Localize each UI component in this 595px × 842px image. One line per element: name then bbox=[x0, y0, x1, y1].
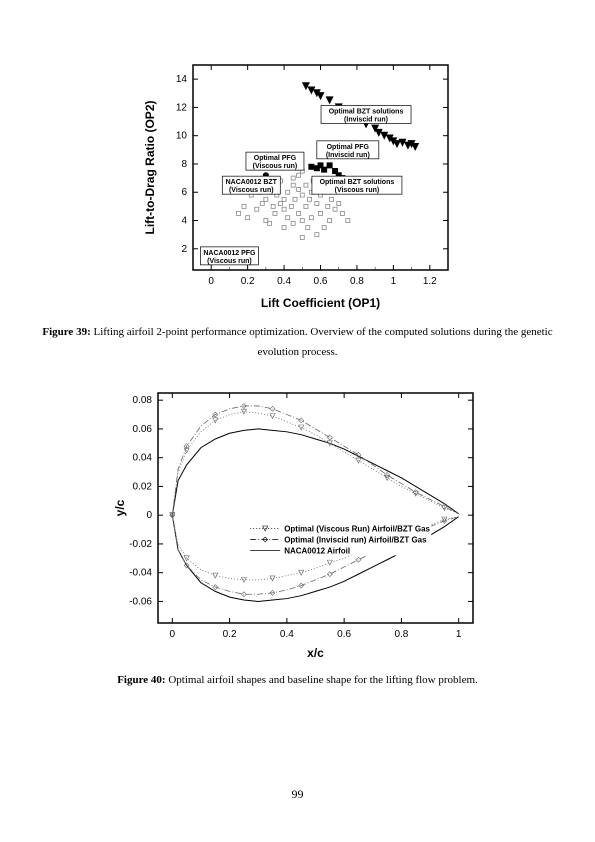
figure-40-caption: Figure 40: Optimal airfoil shapes and ba… bbox=[40, 671, 555, 691]
svg-text:6: 6 bbox=[181, 187, 187, 198]
svg-text:4: 4 bbox=[181, 216, 187, 227]
figure-40-caption-label: Figure 40: bbox=[117, 674, 165, 686]
svg-text:0.6: 0.6 bbox=[337, 629, 351, 640]
page-number: 99 bbox=[0, 787, 595, 802]
svg-text:(Viscous run): (Viscous run) bbox=[252, 163, 297, 170]
svg-text:x/c: x/c bbox=[307, 646, 324, 660]
svg-text:Optimal BZT solutions: Optimal BZT solutions bbox=[328, 108, 403, 115]
svg-text:(Viscous run): (Viscous run) bbox=[228, 187, 273, 194]
svg-text:8: 8 bbox=[181, 159, 187, 170]
figure-40-caption-text: Optimal airfoil shapes and baseline shap… bbox=[168, 674, 477, 686]
svg-text:0.2: 0.2 bbox=[240, 276, 254, 287]
figure-39-caption: Figure 39: Lifting airfoil 2-point perfo… bbox=[40, 323, 555, 363]
svg-text:NACA0012 PFG: NACA0012 PFG bbox=[203, 250, 256, 257]
svg-text:0.6: 0.6 bbox=[313, 276, 327, 287]
svg-text:Lift Coefficient (OP1): Lift Coefficient (OP1) bbox=[260, 296, 379, 310]
svg-text:0: 0 bbox=[169, 629, 175, 640]
svg-text:NACA0012 BZT: NACA0012 BZT bbox=[225, 179, 277, 186]
svg-text:0: 0 bbox=[208, 276, 214, 287]
svg-text:1.2: 1.2 bbox=[422, 276, 436, 287]
svg-text:(Viscous run): (Viscous run) bbox=[207, 258, 252, 265]
svg-text:0.4: 0.4 bbox=[279, 629, 293, 640]
svg-text:0.04: 0.04 bbox=[132, 452, 152, 463]
svg-text:NACA0012 Airfoil: NACA0012 Airfoil bbox=[284, 546, 350, 555]
svg-text:(Viscous run): (Viscous run) bbox=[334, 187, 379, 194]
svg-text:1: 1 bbox=[455, 629, 461, 640]
svg-text:0.2: 0.2 bbox=[222, 629, 236, 640]
figure-40-chart: 0 0.2 0.4 0.6 0.8 1 -0.06 -0.04 -0.02 0 0.02 0.04 0.… bbox=[108, 383, 488, 663]
svg-text:0.02: 0.02 bbox=[132, 481, 152, 492]
svg-text:(Inviscid run): (Inviscid run) bbox=[344, 116, 388, 123]
figure-39-caption-label: Figure 39: bbox=[42, 326, 90, 338]
svg-text:Optimal (Inviscid run) Airfoil: Optimal (Inviscid run) Airfoil/BZT Gas bbox=[284, 535, 427, 544]
svg-text:12: 12 bbox=[175, 102, 187, 113]
svg-text:y/c: y/c bbox=[113, 499, 127, 516]
svg-text:-0.02: -0.02 bbox=[129, 539, 152, 550]
svg-text:-0.04: -0.04 bbox=[129, 567, 152, 578]
figure-39-caption-text: Lifting airfoil 2-point performance opti… bbox=[93, 326, 552, 358]
svg-text:Optimal PFG: Optimal PFG bbox=[253, 155, 296, 162]
svg-text:Lift-to-Drag Ratio (OP2): Lift-to-Drag Ratio (OP2) bbox=[143, 101, 157, 235]
svg-text:0.08: 0.08 bbox=[132, 395, 152, 406]
svg-text:(Inviscid run): (Inviscid run) bbox=[325, 152, 369, 159]
svg-text:14: 14 bbox=[175, 74, 187, 85]
figure-39-chart: 0 0.2 0.4 0.6 0.8 1 1.2 2 4 6 8 10 12 14 Lift Coeffici… bbox=[138, 55, 458, 315]
svg-text:Optimal BZT solutions: Optimal BZT solutions bbox=[319, 179, 394, 186]
svg-text:1: 1 bbox=[390, 276, 396, 287]
svg-text:0.8: 0.8 bbox=[394, 629, 408, 640]
svg-text:2: 2 bbox=[181, 244, 187, 255]
svg-text:Optimal PFG: Optimal PFG bbox=[326, 144, 369, 151]
svg-text:0.4: 0.4 bbox=[277, 276, 291, 287]
svg-text:0.06: 0.06 bbox=[132, 424, 152, 435]
svg-text:0.8: 0.8 bbox=[349, 276, 363, 287]
svg-text:Optimal (Viscous Run) Airfoil/: Optimal (Viscous Run) Airfoil/BZT Gas bbox=[284, 524, 430, 533]
svg-text:-0.06: -0.06 bbox=[129, 596, 152, 607]
svg-text:10: 10 bbox=[175, 131, 187, 142]
svg-text:0: 0 bbox=[146, 510, 152, 521]
